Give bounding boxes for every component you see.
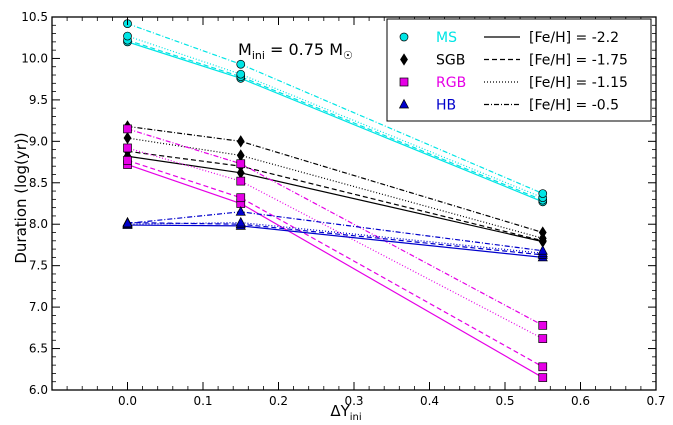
data-point-ms-feh-0.5-1 [236, 59, 246, 69]
data-point-sgb-feh-0.5-2 [538, 226, 547, 239]
legend-marker-ms [399, 32, 409, 42]
x-axis-label: ΔY [330, 402, 350, 420]
legend: MS SGB RGB HB [Fe/H] = -2.2 [Fe/H] = -1.75 [Fe… [386, 18, 652, 122]
data-point-rgb-feh-2.2-2 [538, 373, 548, 382]
x-tick-label: 0.0 [118, 394, 137, 408]
x-tick-label: 0.6 [571, 394, 590, 408]
series-line-hb-feh-0.5 [127, 211, 543, 252]
y-tick-label: 9.0 [29, 134, 48, 148]
data-point-rgb-feh-0.5-2 [538, 320, 548, 330]
data-point-rgb-feh-1.75-0 [123, 156, 132, 165]
legend-label-feh2: [Fe/H] = -1.15 [529, 75, 628, 91]
legend-marker-sgb [400, 53, 408, 66]
y-tick-label: 7.0 [29, 300, 48, 314]
data-point-hb-feh-0.5-1 [235, 206, 246, 216]
x-axis-label-sub: ini [350, 412, 362, 423]
x-tick-label: 0.1 [193, 394, 212, 408]
data-point-hb-feh-1.15-1 [235, 216, 246, 227]
data-point-rgb-feh-1.75-2 [538, 362, 548, 372]
data-point-rgb-feh-1.15-1 [236, 176, 246, 186]
x-tick-label: 0.2 [269, 394, 288, 408]
series-line-rgb-feh-1.75 [127, 159, 544, 368]
y-tick-label: 8.5 [29, 176, 48, 190]
x-tick-label: 0.3 [344, 394, 363, 408]
data-point-sgb-feh-1.15-1 [236, 149, 245, 162]
legend-label-feh1: [Fe/H] = -1.75 [529, 53, 628, 69]
y-tick-label: 10.5 [21, 10, 48, 24]
annotation-rest: = 0.75 M [265, 40, 343, 59]
y-tick-label: 8.0 [29, 217, 48, 231]
data-point-ms-feh-1.15-1 [236, 69, 246, 79]
series-line-hb-feh-2.2 [127, 224, 543, 258]
legend-label-hb: HB [436, 98, 456, 114]
sun-symbol: ☉ [343, 49, 353, 62]
x-tick-label: 0.5 [495, 394, 514, 408]
legend-label-ms: MS [436, 30, 457, 46]
data-point-rgb-feh-1.15-0 [123, 143, 132, 153]
legend-label-rgb: RGB [436, 75, 466, 91]
y-tick-label: 10.0 [21, 51, 48, 65]
data-point-hb-feh-0.5-0 [122, 217, 133, 228]
series-line-hb-feh-1.15 [127, 221, 543, 254]
annotation-main: M [238, 40, 252, 59]
data-point-sgb-feh-1.15-0 [123, 131, 132, 145]
y-tick-label: 7.5 [29, 259, 48, 273]
data-point-rgb-feh-0.5-0 [123, 124, 132, 134]
mass-annotation: Mini = 0.75 M☉ [238, 40, 353, 62]
series-line-ms-feh-1.15 [127, 35, 543, 199]
x-axis-title: ΔYini [330, 402, 361, 423]
legend-marker-hb [398, 98, 410, 109]
plot-area: 0.0 0.1 0.2 0.3 0.4 0.5 0.6 0.7 6.0 6.5 7.0 7.5 8.0 8… [21, 10, 665, 408]
legend-marker-rgb [399, 77, 409, 87]
series-line-rgb-feh-1.15 [127, 147, 544, 340]
annotation-sub: ini [252, 49, 265, 62]
data-point-rgb-feh-1.15-2 [538, 334, 548, 343]
series-line-rgb-feh-2.2 [127, 163, 544, 379]
data-point-rgb-feh-1.75-1 [236, 193, 246, 203]
y-tick-label: 6.0 [29, 383, 48, 397]
legend-label-feh0: [Fe/H] = -2.2 [529, 30, 619, 46]
legend-label-sgb: SGB [436, 53, 465, 69]
data-point-ms-feh-1.15-0 [123, 31, 132, 41]
data-point-sgb-feh-0.5-1 [236, 135, 245, 148]
x-tick-label: 0.7 [646, 394, 665, 408]
y-axis-title: Duration (log(yr)) [12, 132, 30, 263]
data-point-hb-feh-0.5-2 [537, 244, 548, 255]
series-line-sgb-feh-1.15 [127, 137, 543, 239]
series-line-ms-feh-1.75 [127, 39, 543, 201]
y-tick-label: 6.5 [29, 342, 48, 356]
data-point-ms-feh-0.5-2 [538, 189, 548, 198]
x-tick-label: 0.4 [420, 394, 439, 408]
y-tick-label: 9.5 [29, 93, 48, 107]
legend-label-feh3: [Fe/H] = -0.5 [529, 98, 619, 114]
data-point-rgb-feh-0.5-1 [236, 159, 246, 169]
series-line-sgb-feh-2.2 [127, 155, 543, 243]
